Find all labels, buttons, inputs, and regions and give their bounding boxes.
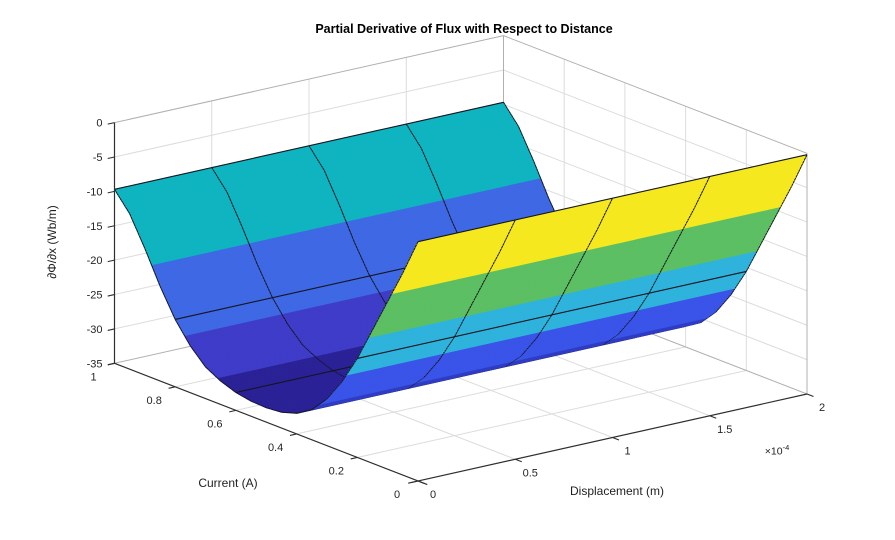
- z-tick-label: -20: [87, 255, 103, 267]
- z-tick-label: -25: [87, 290, 103, 302]
- y-tick-label: 0.4: [268, 442, 283, 454]
- z-tick-label: -10: [87, 186, 103, 198]
- z-tick-label: -30: [87, 324, 103, 336]
- y-tick-label: 1: [90, 371, 96, 383]
- exponent-power: -4: [782, 442, 790, 452]
- y-axis-label: Current (A): [198, 476, 258, 490]
- z-tick-label: -5: [93, 152, 103, 164]
- y-tick-label: 0.6: [207, 418, 222, 430]
- z-tick-label: -35: [87, 358, 103, 370]
- x-axis-label: Displacement (m): [569, 484, 665, 498]
- x-axis-exponent: ×10-4: [765, 443, 789, 458]
- x-tick-label: 1: [624, 446, 630, 458]
- x-tick-label: 0: [430, 489, 436, 501]
- y-tick-label: 0.2: [329, 465, 344, 477]
- x-tick-label: 0.5: [523, 467, 538, 479]
- x-tick-label: 1.5: [717, 424, 732, 436]
- x-tick-label: 2: [819, 402, 825, 414]
- surface: [113, 101, 808, 414]
- z-tick-label: -15: [87, 221, 103, 233]
- y-tick-label: 0.8: [147, 395, 162, 407]
- y-tick-label: 0: [394, 489, 400, 501]
- plot-title: Partial Derivative of Flux with Respect …: [315, 22, 613, 36]
- axis-lines: [113, 122, 808, 486]
- z-axis-label: ∂Φ/∂x (Wb/m): [45, 205, 59, 279]
- z-tick-label: 0: [96, 118, 102, 130]
- exponent-base: ×10: [764, 445, 783, 458]
